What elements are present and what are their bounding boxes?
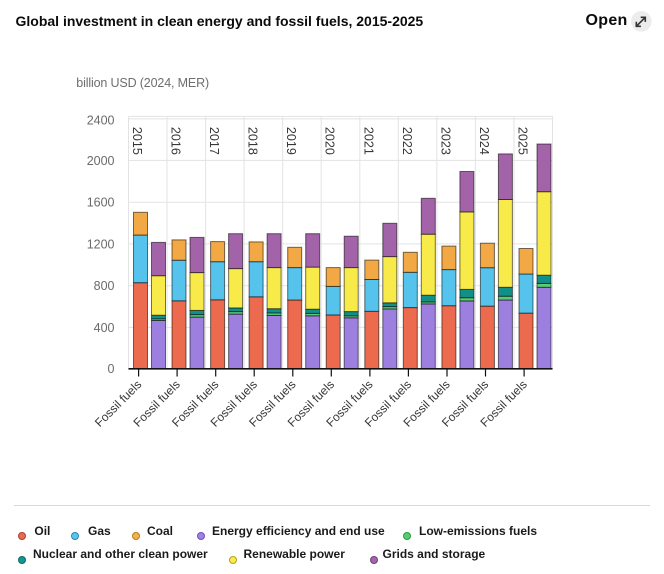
svg-text:2015: 2015	[130, 127, 144, 155]
svg-text:2016: 2016	[169, 127, 183, 155]
svg-text:1200: 1200	[87, 237, 115, 251]
svg-text:2020: 2020	[323, 127, 337, 155]
svg-text:2023: 2023	[438, 127, 452, 155]
svg-text:2019: 2019	[284, 127, 298, 155]
svg-text:2024: 2024	[477, 127, 491, 155]
svg-text:800: 800	[94, 279, 115, 293]
svg-text:2018: 2018	[246, 127, 260, 155]
svg-text:400: 400	[94, 321, 115, 335]
svg-text:2400: 2400	[87, 113, 115, 127]
svg-text:2025: 2025	[516, 127, 530, 155]
svg-text:0: 0	[108, 362, 115, 376]
svg-text:2021: 2021	[361, 127, 375, 155]
svg-text:2022: 2022	[400, 127, 414, 155]
svg-text:2000: 2000	[87, 154, 115, 168]
svg-text:2017: 2017	[207, 127, 221, 155]
svg-text:1600: 1600	[87, 196, 115, 210]
